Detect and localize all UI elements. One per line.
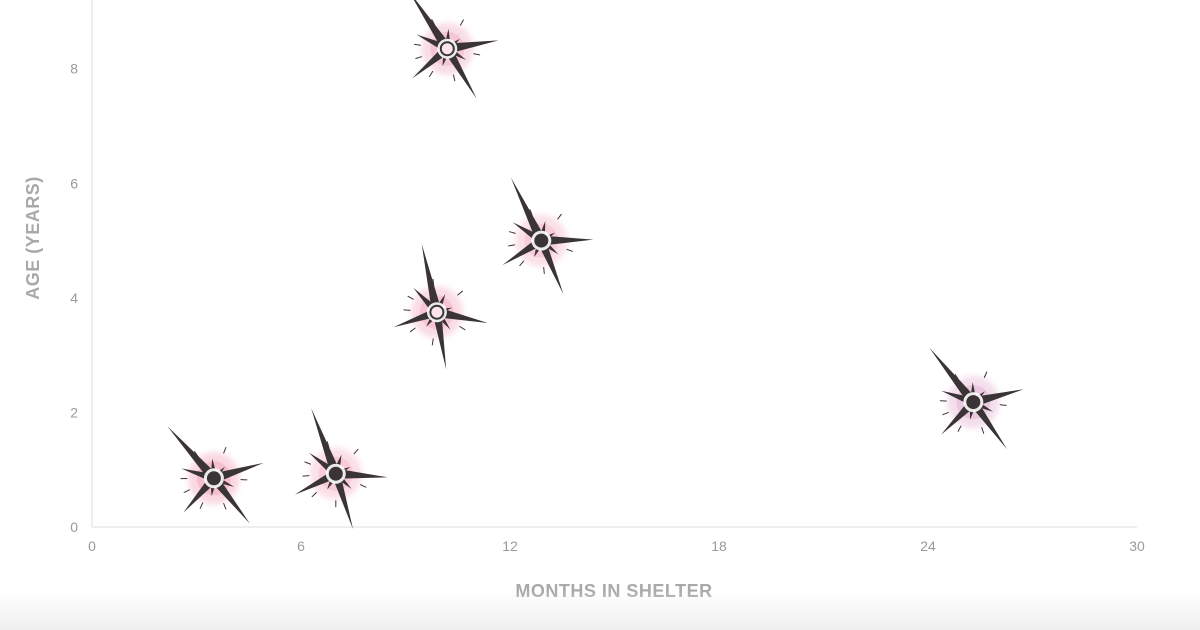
data-points (167, 0, 1024, 530)
x-axis-ticks: 0 6 12 18 24 30 (88, 538, 1145, 554)
y-tick-label: 6 (70, 175, 78, 191)
x-tick-label: 18 (711, 538, 727, 554)
data-point (167, 426, 264, 524)
data-point (294, 408, 388, 530)
y-tick-label: 2 (70, 404, 78, 420)
y-axis-title: AGE (YEARS) (23, 176, 43, 300)
data-point (412, 0, 499, 99)
data-point (393, 243, 488, 370)
x-axis-title: MONTHS IN SHELTER (515, 581, 712, 601)
data-point (502, 177, 594, 295)
y-axis-ticks: 0 2 4 6 8 (70, 61, 78, 535)
data-point (929, 347, 1024, 450)
y-tick-label: 4 (70, 290, 78, 306)
x-tick-label: 12 (502, 538, 518, 554)
x-tick-label: 0 (88, 538, 96, 554)
y-tick-label: 0 (70, 519, 78, 535)
x-tick-label: 24 (920, 538, 936, 554)
x-tick-label: 6 (297, 538, 305, 554)
x-tick-label: 30 (1129, 538, 1145, 554)
y-tick-label: 8 (70, 61, 78, 77)
